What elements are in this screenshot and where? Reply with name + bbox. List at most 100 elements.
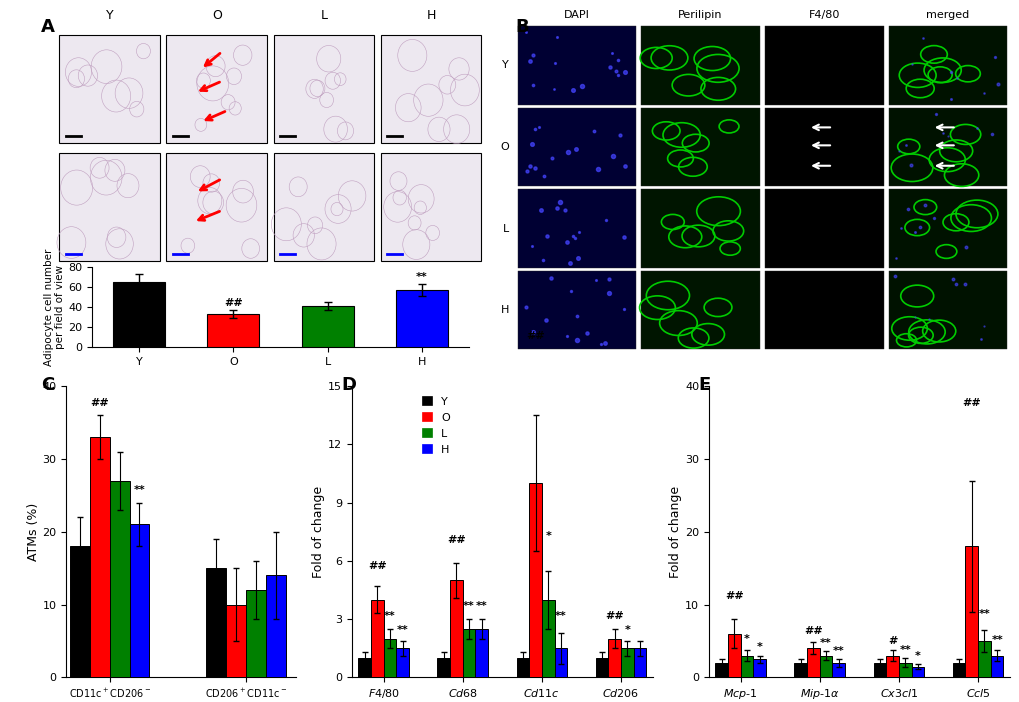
Bar [90,437,110,677]
Text: F4/80: F4/80 [808,11,840,20]
Bar [764,26,882,105]
Text: **: ** [396,625,408,635]
Legend: Y, O, L, H: Y, O, L, H [418,392,454,459]
Bar [641,108,759,186]
Text: C: C [41,376,54,394]
Text: ##: ## [962,398,980,408]
Bar [517,108,636,186]
Text: *: * [914,651,920,661]
Bar [273,153,374,261]
Bar [395,649,409,677]
Text: merged: merged [925,11,969,20]
Bar [888,108,1007,186]
Bar [110,481,129,677]
Y-axis label: Fold of change: Fold of change [668,486,682,578]
Bar [806,649,819,677]
Bar [633,649,646,677]
Text: ##: ## [803,626,822,636]
Bar [59,35,160,143]
Bar [371,600,383,677]
Bar [541,600,554,677]
Bar [794,663,806,677]
Text: Y: Y [106,9,113,22]
Bar [832,663,845,677]
Text: *: * [624,625,630,635]
Text: **: ** [899,645,910,655]
Y-axis label: ATMs (%): ATMs (%) [26,503,40,561]
Text: **: ** [819,637,832,647]
Text: **: ** [476,602,487,611]
Bar [449,581,463,677]
Text: ##: ## [526,331,544,341]
Text: *: * [756,642,762,652]
Bar [59,153,160,261]
Text: **: ** [554,611,567,621]
Text: O: O [499,142,508,152]
Text: **: ** [133,485,146,496]
Bar [475,629,488,677]
Bar [965,546,977,677]
Bar [740,656,752,677]
Bar [714,663,728,677]
Bar [641,26,759,105]
Bar [728,634,740,677]
Bar [463,629,475,677]
Text: #: # [888,636,897,646]
Text: **: ** [990,635,1002,644]
Text: **: ** [384,611,395,621]
Bar [246,590,266,677]
Bar [358,658,371,677]
Bar [206,568,226,677]
Text: O: O [212,9,221,22]
Y-axis label: Adipocyte cell number
per field of view: Adipocyte cell number per field of view [44,249,65,366]
Text: Y: Y [501,60,508,70]
Bar [595,658,608,677]
Bar [517,26,636,105]
Text: B: B [515,18,528,36]
Bar [621,649,633,677]
Text: ##: ## [446,536,466,545]
Text: A: A [41,18,55,36]
Text: L: L [502,224,508,234]
Bar [517,271,636,350]
Bar [113,282,165,347]
Bar [529,483,541,677]
Bar [888,190,1007,267]
Bar [437,658,449,677]
Bar [752,659,765,677]
Text: Perilipin: Perilipin [678,11,722,20]
Text: **: ** [416,272,428,282]
Bar [641,271,759,350]
Text: ##: ## [725,591,743,601]
Bar [641,190,759,267]
Text: E: E [698,376,710,394]
Text: ##: ## [368,561,386,571]
Bar [886,656,898,677]
Bar [952,663,965,677]
Bar [395,290,447,347]
Text: **: ** [977,609,989,619]
Bar [383,639,395,677]
Text: **: ** [833,647,844,656]
Text: ##: ## [605,611,624,621]
Bar [911,666,923,677]
Bar [819,656,832,677]
Bar [764,190,882,267]
Bar [888,26,1007,105]
Text: H: H [500,305,508,315]
Bar [898,663,911,677]
Bar [516,658,529,677]
Bar [517,190,636,267]
Bar [380,35,481,143]
Y-axis label: Fold of change: Fold of change [312,486,325,578]
Bar [872,663,886,677]
Bar [166,35,267,143]
Bar [129,524,149,677]
Text: DAPI: DAPI [564,11,589,20]
Text: H: H [426,9,435,22]
Bar [977,641,989,677]
Bar [764,271,882,350]
Text: ##: ## [224,298,243,308]
Bar [70,546,90,677]
Text: *: * [743,634,749,644]
